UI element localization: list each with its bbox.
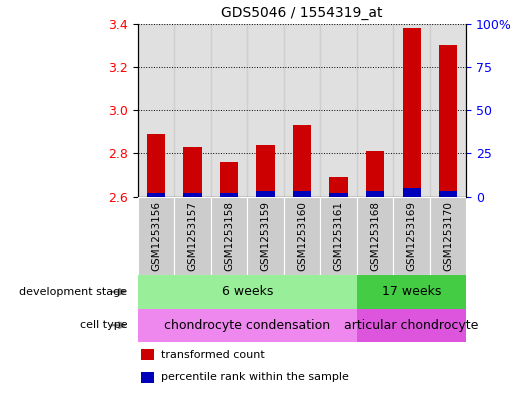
Bar	[366, 151, 384, 196]
Text: 6 weeks: 6 weeks	[222, 285, 273, 298]
Title: GDS5046 / 1554319_at: GDS5046 / 1554319_at	[222, 6, 383, 20]
Text: GSM1253158: GSM1253158	[224, 201, 234, 271]
Bar	[393, 24, 430, 196]
Bar	[366, 191, 384, 196]
Bar	[141, 371, 154, 383]
Bar	[220, 193, 238, 196]
Text: articular chondrocyte: articular chondrocyte	[344, 319, 479, 332]
Bar	[402, 28, 421, 196]
Bar	[320, 196, 357, 275]
Bar	[220, 162, 238, 196]
Bar	[439, 45, 457, 196]
Bar	[402, 188, 421, 196]
Bar	[393, 196, 430, 275]
Bar	[293, 191, 311, 196]
Bar	[357, 275, 466, 309]
Bar	[320, 24, 357, 196]
Text: GSM1253159: GSM1253159	[261, 201, 271, 271]
Text: transformed count: transformed count	[161, 350, 264, 360]
Bar	[439, 191, 457, 196]
Bar	[174, 24, 211, 196]
Bar	[183, 193, 202, 196]
Bar	[138, 196, 174, 275]
Bar	[248, 196, 284, 275]
Bar	[330, 193, 348, 196]
Bar	[174, 196, 211, 275]
Text: percentile rank within the sample: percentile rank within the sample	[161, 372, 349, 382]
Bar	[257, 145, 275, 196]
Bar	[141, 349, 154, 360]
Bar	[330, 177, 348, 196]
Bar	[147, 134, 165, 196]
Text: GSM1253160: GSM1253160	[297, 201, 307, 271]
Bar	[183, 147, 202, 196]
Text: 17 weeks: 17 weeks	[382, 285, 441, 298]
Bar	[430, 24, 466, 196]
Bar	[138, 24, 174, 196]
Bar	[357, 24, 393, 196]
Bar	[211, 24, 248, 196]
Bar	[293, 125, 311, 196]
Bar	[284, 196, 320, 275]
Bar	[430, 196, 466, 275]
Text: GSM1253161: GSM1253161	[333, 201, 343, 271]
Bar	[284, 24, 320, 196]
Bar	[138, 309, 357, 342]
Bar	[138, 275, 357, 309]
Bar	[257, 191, 275, 196]
Text: GSM1253157: GSM1253157	[188, 201, 198, 271]
Text: GSM1253170: GSM1253170	[443, 201, 453, 271]
Text: GSM1253156: GSM1253156	[151, 201, 161, 271]
Bar	[147, 193, 165, 196]
Text: development stage: development stage	[19, 287, 127, 297]
Bar	[248, 24, 284, 196]
Text: chondrocyte condensation: chondrocyte condensation	[164, 319, 330, 332]
Text: GSM1253168: GSM1253168	[370, 201, 380, 271]
Text: GSM1253169: GSM1253169	[407, 201, 417, 271]
Bar	[357, 309, 466, 342]
Text: cell type: cell type	[80, 320, 127, 330]
Bar	[211, 196, 248, 275]
Bar	[357, 196, 393, 275]
